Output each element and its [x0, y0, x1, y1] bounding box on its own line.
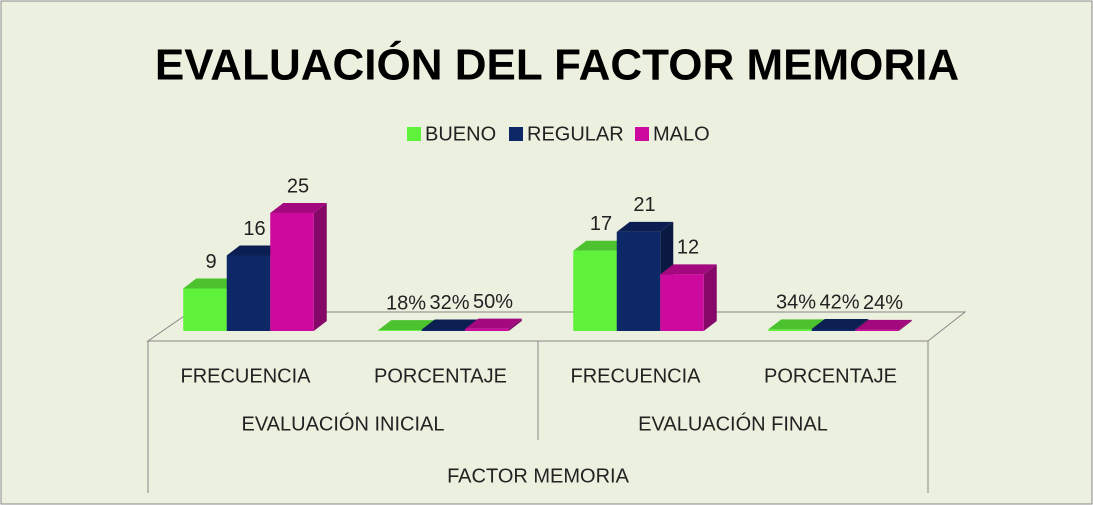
- data-label: 9: [205, 251, 216, 273]
- bar-face: [703, 264, 717, 331]
- bar-face: [465, 318, 522, 329]
- bar-face: [811, 319, 869, 330]
- bar-face: [378, 320, 435, 331]
- data-label: 24%: [863, 292, 903, 314]
- bar-face: [811, 329, 856, 331]
- bar-face: [855, 329, 899, 331]
- bar-face: [313, 203, 327, 331]
- data-label: 50%: [473, 291, 513, 313]
- bar-face: [660, 264, 717, 275]
- group-label: EVALUACIÓN FINAL: [638, 412, 828, 435]
- bar-face: [768, 329, 812, 331]
- x-tick-label: FRECUENCIA: [180, 365, 311, 387]
- bar-face: [378, 330, 422, 331]
- data-label: 16: [243, 218, 265, 240]
- data-label: 25: [287, 175, 309, 197]
- bar: [660, 264, 717, 331]
- bar-face: [183, 288, 227, 331]
- bar-face: [183, 278, 240, 289]
- legend-label: MALO: [653, 123, 710, 145]
- data-label: 18%: [386, 292, 426, 314]
- bar: [465, 318, 522, 331]
- data-label: 34%: [776, 292, 816, 314]
- chart-title: EVALUACIÓN DEL FACTOR MEMORIA: [155, 40, 959, 90]
- bar: [811, 319, 869, 331]
- data-label: 12: [677, 237, 699, 259]
- bar-face: [270, 213, 314, 331]
- bar-face: [573, 240, 630, 251]
- x-tick-label: PORCENTAJE: [764, 365, 897, 387]
- legend-label: BUENO: [425, 123, 496, 145]
- data-label: 21: [633, 194, 655, 216]
- bar-face: [508, 318, 522, 331]
- bar-face: [898, 319, 912, 331]
- bar-face: [616, 221, 674, 232]
- floor: [146, 311, 967, 342]
- data-label: 42%: [819, 291, 859, 313]
- bar-face: [573, 250, 617, 331]
- bar-face: [421, 329, 466, 331]
- x-tick-label: PORCENTAJE: [374, 365, 507, 387]
- bar-face: [660, 274, 704, 331]
- bar-face: [270, 203, 327, 213]
- bar-face: [465, 328, 509, 331]
- legend-swatch: [635, 127, 649, 141]
- bar-face: [855, 319, 912, 330]
- bar-face: [768, 319, 825, 330]
- x-tick-label: FRECUENCIA: [570, 365, 701, 387]
- legend-label: REGULAR: [527, 123, 624, 145]
- bar-face: [226, 255, 271, 331]
- bar-face: [616, 231, 661, 331]
- data-label: 17: [590, 213, 612, 235]
- group-label: EVALUACIÓN INICIAL: [241, 412, 444, 435]
- bar-face: [421, 319, 479, 330]
- bar-face: [226, 245, 284, 256]
- outer-group-label: FACTOR MEMORIA: [447, 465, 630, 487]
- bar: [270, 203, 327, 331]
- legend-swatch: [509, 127, 523, 141]
- legend-swatch: [407, 127, 421, 141]
- data-label: 32%: [429, 292, 469, 314]
- bar: [855, 319, 912, 331]
